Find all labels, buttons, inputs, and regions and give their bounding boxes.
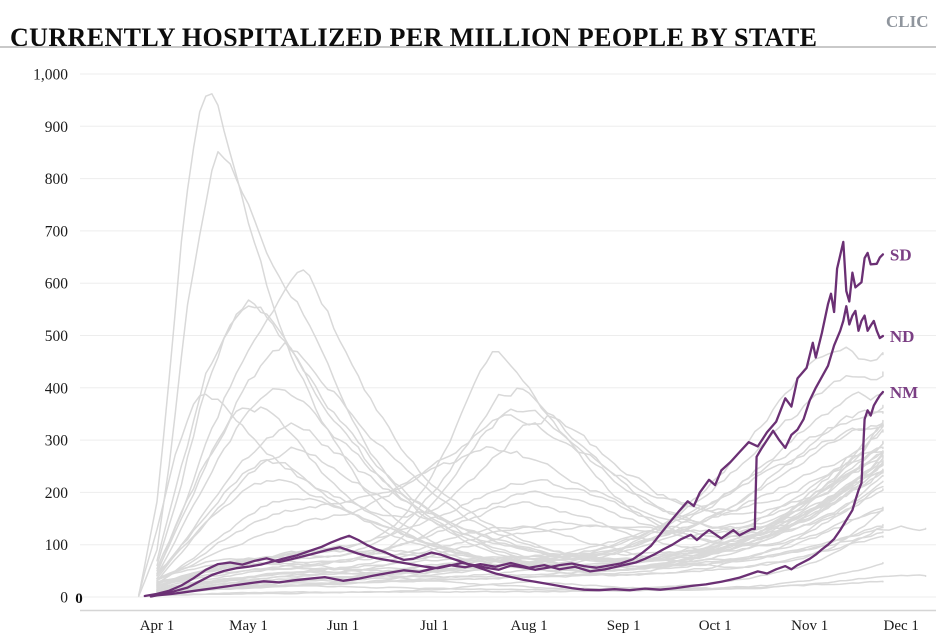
state-line <box>156 387 884 584</box>
y-tick-label: 200 <box>45 485 69 502</box>
page-title: CURRENTLY HOSPITALIZED PER MILLION PEOPL… <box>10 23 818 53</box>
state-line <box>156 474 884 585</box>
y-tick-label: 600 <box>45 276 69 293</box>
y-tick-label: 900 <box>45 119 69 136</box>
state-line <box>156 414 884 581</box>
y-tick-label: 100 <box>45 537 69 554</box>
state-line <box>156 419 884 577</box>
state-line <box>156 506 884 587</box>
x-tick-label: Sep 1 <box>607 618 641 634</box>
gridlines <box>80 73 936 598</box>
y-tick-label: 500 <box>45 328 69 345</box>
y-tick-label: 0 <box>60 590 68 607</box>
series-label-NM: NM <box>890 383 918 402</box>
highlighted-line-NM <box>149 390 885 598</box>
x-tick-label: Jul 1 <box>420 618 449 634</box>
x-tick-label: Nov 1 <box>791 618 828 634</box>
series-label-ND: ND <box>890 327 915 346</box>
x-tick-label: Aug 1 <box>511 618 548 634</box>
state-line <box>156 490 884 590</box>
y-axis-tick-labels: 0 100 200 300 400 500 600 700 800 900 1,000 <box>33 67 68 607</box>
x-tick-label: Jun 1 <box>327 618 359 634</box>
state-line <box>137 393 884 596</box>
x-tick-label: Oct 1 <box>699 618 732 634</box>
y-tick-label: 800 <box>45 171 69 188</box>
state-line <box>156 441 884 575</box>
x-axis-tick-labels: Apr 1 May 1 Jun 1 Jul 1 Aug 1 Sep 1 Oct 1 Nov 1… <box>140 618 919 634</box>
state-line <box>156 446 884 582</box>
x-tick-label: May 1 <box>229 618 268 634</box>
state-line <box>156 574 927 596</box>
state-line <box>156 440 884 591</box>
series-start-zero-label: 0 <box>75 591 83 607</box>
highlighted-line-ND <box>149 305 885 598</box>
highlighted-line-SD <box>143 240 885 598</box>
y-tick-label: 400 <box>45 380 69 397</box>
state-line <box>156 561 884 595</box>
state-line <box>156 531 884 580</box>
state-line <box>156 387 884 576</box>
highlighted-state-lines <box>143 240 885 598</box>
state-line <box>156 408 884 586</box>
state-line <box>156 580 884 597</box>
state-line <box>156 463 884 593</box>
y-tick-label: 300 <box>45 433 69 450</box>
y-tick-label: 700 <box>45 223 69 240</box>
series-label-SD: SD <box>890 245 912 264</box>
x-tick-label: Apr 1 <box>140 618 175 634</box>
header-divider <box>0 46 936 48</box>
background-state-lines <box>137 93 927 597</box>
x-tick-label: Dec 1 <box>883 618 918 634</box>
state-line <box>156 478 884 588</box>
top-right-link[interactable]: CLIC <box>886 12 929 31</box>
y-tick-label: 1,000 <box>33 67 68 84</box>
